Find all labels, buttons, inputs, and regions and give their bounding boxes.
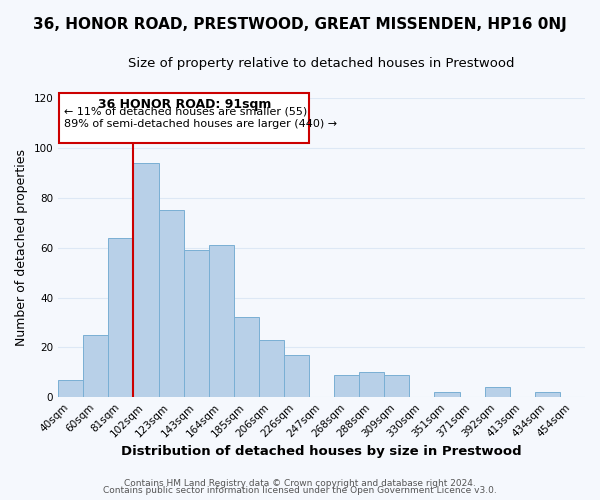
Bar bbox=[385, 375, 409, 397]
Bar bbox=[58, 380, 83, 397]
Bar bbox=[485, 388, 510, 397]
Text: 36 HONOR ROAD: 91sqm: 36 HONOR ROAD: 91sqm bbox=[98, 98, 271, 111]
Bar bbox=[158, 210, 184, 397]
Bar bbox=[83, 335, 109, 397]
Bar bbox=[209, 245, 234, 397]
Bar bbox=[359, 372, 385, 397]
FancyBboxPatch shape bbox=[59, 93, 309, 143]
Bar bbox=[109, 238, 133, 397]
Title: Size of property relative to detached houses in Prestwood: Size of property relative to detached ho… bbox=[128, 58, 515, 70]
Y-axis label: Number of detached properties: Number of detached properties bbox=[15, 149, 28, 346]
Text: 89% of semi-detached houses are larger (440) →: 89% of semi-detached houses are larger (… bbox=[64, 119, 338, 129]
X-axis label: Distribution of detached houses by size in Prestwood: Distribution of detached houses by size … bbox=[121, 444, 522, 458]
Bar bbox=[133, 163, 158, 397]
Bar bbox=[184, 250, 209, 397]
Bar bbox=[234, 318, 259, 397]
Bar bbox=[284, 355, 309, 397]
Bar bbox=[434, 392, 460, 397]
Text: Contains public sector information licensed under the Open Government Licence v3: Contains public sector information licen… bbox=[103, 486, 497, 495]
Text: Contains HM Land Registry data © Crown copyright and database right 2024.: Contains HM Land Registry data © Crown c… bbox=[124, 478, 476, 488]
Text: 36, HONOR ROAD, PRESTWOOD, GREAT MISSENDEN, HP16 0NJ: 36, HONOR ROAD, PRESTWOOD, GREAT MISSEND… bbox=[33, 18, 567, 32]
Bar bbox=[535, 392, 560, 397]
Text: ← 11% of detached houses are smaller (55): ← 11% of detached houses are smaller (55… bbox=[64, 107, 308, 117]
Bar bbox=[334, 375, 359, 397]
Bar bbox=[259, 340, 284, 397]
